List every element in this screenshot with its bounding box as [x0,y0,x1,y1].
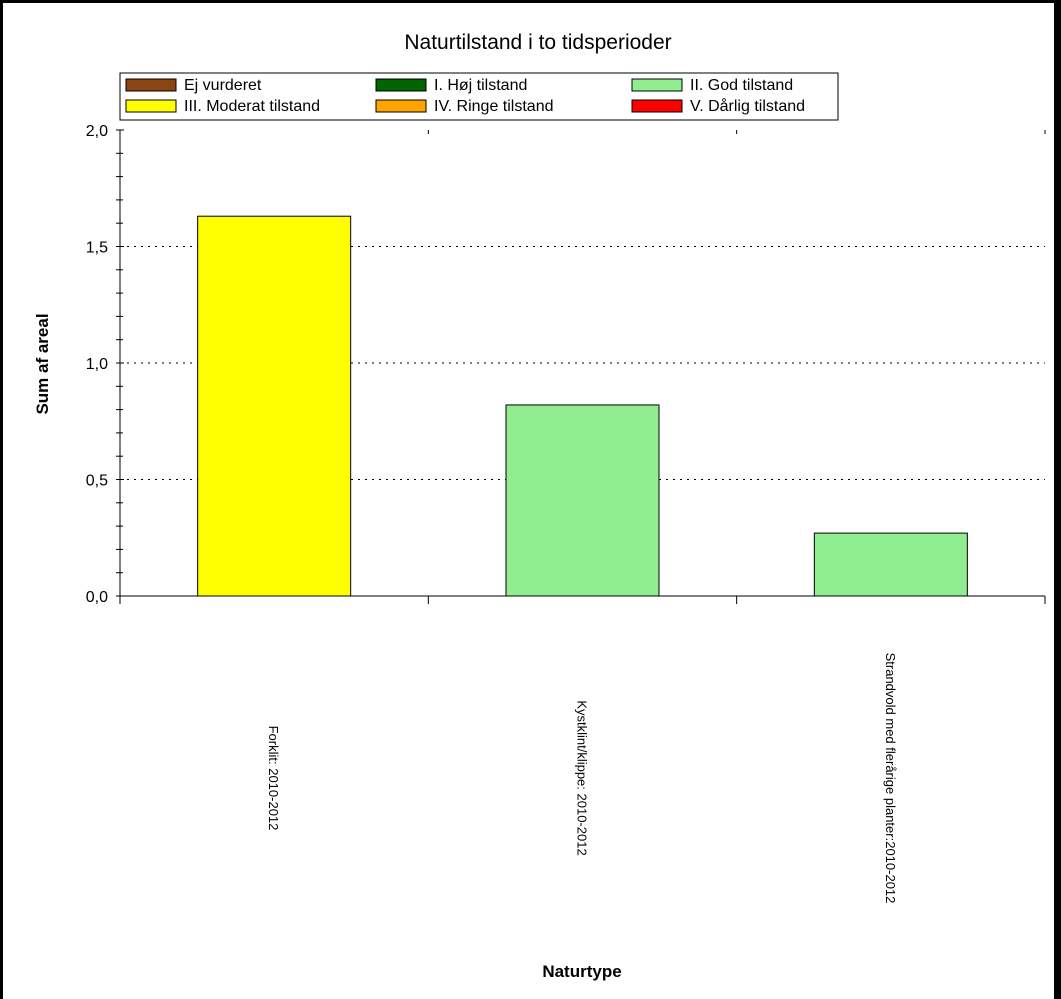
legend: Ej vurderet I. Høj tilstand II. God tilsta… [119,72,839,121]
y-tick-label: 0,5 [86,473,108,490]
chart-title: Naturtilstand i to tidsperioder [404,31,671,54]
legend-swatch [125,99,177,113]
y-axis-label: Sum af areal [33,313,52,414]
legend-label: II. God tilstand [690,77,793,94]
bar [197,215,352,597]
x-tick-label: Strandvold med flerårige planter:2010-20… [883,653,898,904]
legend-label: V. Dårlig tilstand [690,97,805,115]
bars [197,215,968,597]
y-tick-label: 1,0 [86,356,108,373]
bar [505,404,660,597]
legend-swatch [125,78,177,92]
legend-label: IV. Ringe tilstand [434,98,553,115]
x-tick-label: Kystklint/klippe: 2010-2012 [575,700,590,855]
y-tick-label: 1,5 [86,240,108,257]
legend-swatch [631,99,683,113]
x-tick-labels: Forklit: 2010-2012 Kystklint/klippe: 2010… [266,653,898,904]
axes [116,129,1046,604]
y-tick-labels: 0,0 0,5 1,0 1,5 2,0 [86,123,108,606]
legend-swatch [375,99,427,113]
legend-swatch [631,78,683,92]
legend-label: I. Høj tilstand [434,77,527,94]
legend-label: Ej vurderet [184,77,262,94]
legend-box [119,72,839,121]
x-axis-label: Naturtype [542,962,621,981]
y-tick-label: 2,0 [86,123,108,140]
y-tick-label: 0,0 [86,589,108,606]
x-tick-label: Forklit: 2010-2012 [266,726,281,831]
legend-label: III. Moderat tilstand [184,98,320,115]
bar [813,532,968,597]
legend-swatch [375,78,427,92]
